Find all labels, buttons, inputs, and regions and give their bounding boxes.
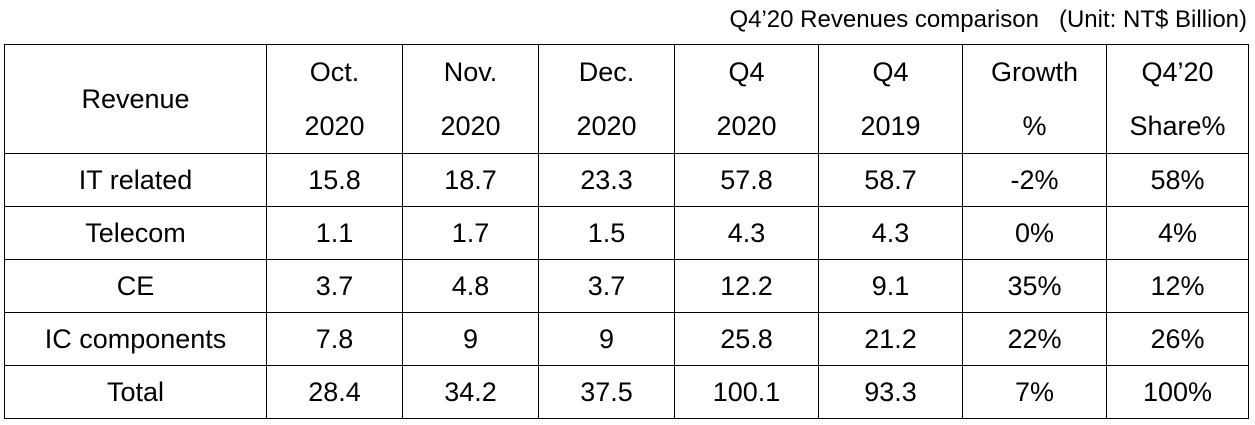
table-cell: 93.3 xyxy=(818,365,963,419)
header-line2: 2020 xyxy=(716,111,777,141)
row-label: IT related xyxy=(4,153,267,207)
table-cell: 35% xyxy=(962,259,1107,313)
revenue-table: Revenue Oct. 2020 Nov. 2020 Dec. 2020 Q4 202… xyxy=(4,44,1249,419)
table-cell: 9 xyxy=(538,312,675,366)
table-cell: 57.8 xyxy=(674,153,819,207)
table-cell: 3.7 xyxy=(266,259,403,313)
header-q4-2020: Q4 2020 xyxy=(674,44,819,154)
table-row-telecom: Telecom 1.1 1.7 1.5 4.3 4.3 0% 4% xyxy=(4,206,1249,260)
table-cell: 4% xyxy=(1106,206,1249,260)
table-cell: 1.7 xyxy=(402,206,539,260)
table-row-total: Total 28.4 34.2 37.5 100.1 93.3 7% 100% xyxy=(4,365,1249,419)
header-line1: Nov. xyxy=(443,57,498,87)
header-oct-2020: Oct. 2020 xyxy=(266,44,403,154)
header-line1: Q4’20 xyxy=(1141,57,1214,87)
row-label: Telecom xyxy=(4,206,267,260)
table-row-ic-components: IC components 7.8 9 9 25.8 21.2 22% 26% xyxy=(4,312,1249,366)
table-cell: 12.2 xyxy=(674,259,819,313)
table-cell: 9 xyxy=(402,312,539,366)
table-cell: 18.7 xyxy=(402,153,539,207)
header-line1: Oct. xyxy=(309,57,360,87)
row-label: CE xyxy=(4,259,267,313)
table-cell: 4.8 xyxy=(402,259,539,313)
header-line1: Growth xyxy=(990,57,1079,87)
table-cell: 58.7 xyxy=(818,153,963,207)
row-label: IC components xyxy=(4,312,267,366)
table-cell: 3.7 xyxy=(538,259,675,313)
header-nov-2020: Nov. 2020 xyxy=(402,44,539,154)
table-cell: 12% xyxy=(1106,259,1249,313)
header-line1: Q4 xyxy=(728,57,765,87)
table-cell: 1.5 xyxy=(538,206,675,260)
table-cell: 58% xyxy=(1106,153,1249,207)
header-line2: 2019 xyxy=(860,111,921,141)
header-line2: Share% xyxy=(1129,111,1226,141)
header-line2: 2020 xyxy=(304,111,365,141)
table-row-ce: CE 3.7 4.8 3.7 12.2 9.1 35% 12% xyxy=(4,259,1249,313)
table-cell: 25.8 xyxy=(674,312,819,366)
table-cell: 22% xyxy=(962,312,1107,366)
table-cell: 1.1 xyxy=(266,206,403,260)
table-row-it-related: IT related 15.8 18.7 23.3 57.8 58.7 -2% … xyxy=(4,153,1249,207)
table-cell: 21.2 xyxy=(818,312,963,366)
table-caption: Q4’20 Revenues comparison (Unit: NT$ Bil… xyxy=(729,6,1247,33)
table-cell: 7.8 xyxy=(266,312,403,366)
header-line1: Dec. xyxy=(578,57,635,87)
table-cell: 4.3 xyxy=(674,206,819,260)
table-cell: 0% xyxy=(962,206,1107,260)
table-cell: 37.5 xyxy=(538,365,675,419)
table-cell: 15.8 xyxy=(266,153,403,207)
header-line1: Q4 xyxy=(872,57,909,87)
table-cell: 4.3 xyxy=(818,206,963,260)
header-q4-2019: Q4 2019 xyxy=(818,44,963,154)
table-cell: 34.2 xyxy=(402,365,539,419)
header-line2: % xyxy=(1022,111,1047,141)
row-label: Total xyxy=(4,365,267,419)
table-cell: 28.4 xyxy=(266,365,403,419)
header-row: Revenue Oct. 2020 Nov. 2020 Dec. 2020 Q4 202… xyxy=(4,44,1249,154)
table-cell: 100.1 xyxy=(674,365,819,419)
header-share: Q4’20 Share% xyxy=(1106,44,1249,154)
table-cell: 23.3 xyxy=(538,153,675,207)
header-revenue: Revenue xyxy=(4,44,267,154)
table-cell: 100% xyxy=(1106,365,1249,419)
header-dec-2020: Dec. 2020 xyxy=(538,44,675,154)
header-line2: 2020 xyxy=(440,111,501,141)
table-cell: 9.1 xyxy=(818,259,963,313)
table-cell: 26% xyxy=(1106,312,1249,366)
table-cell: 7% xyxy=(962,365,1107,419)
table-cell: -2% xyxy=(962,153,1107,207)
header-growth: Growth% xyxy=(962,44,1107,154)
header-line2: 2020 xyxy=(576,111,637,141)
